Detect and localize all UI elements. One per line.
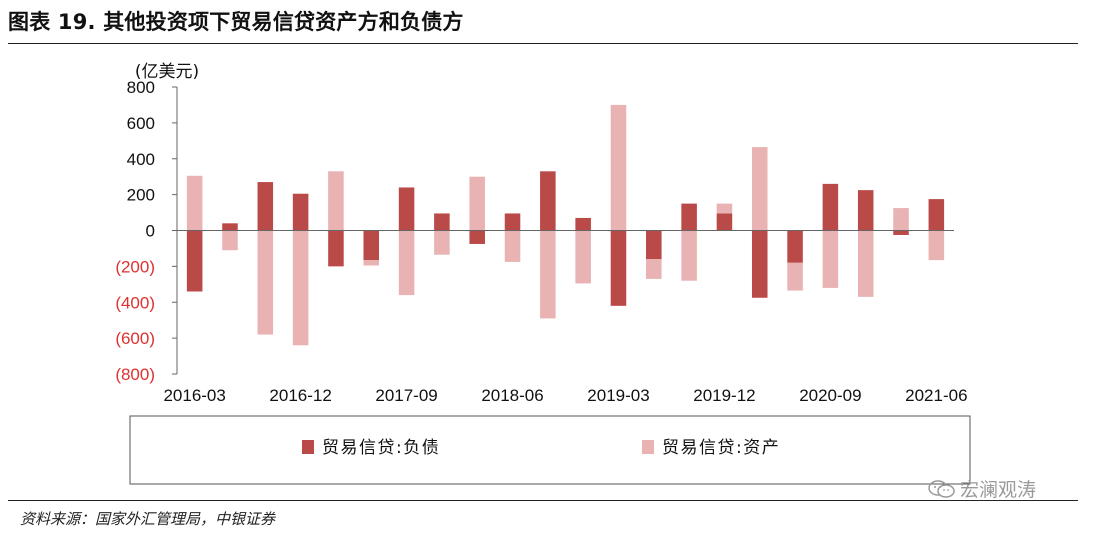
bar-liability: [928, 199, 945, 231]
bar-asset: [893, 208, 909, 231]
bar-asset: [540, 230, 556, 319]
x-tick-label: 2020-09: [799, 386, 861, 405]
bar-liability: [363, 230, 380, 261]
bar-liability: [328, 230, 344, 267]
y-tick-label: 600: [127, 114, 155, 133]
bar-asset: [398, 230, 415, 296]
footer-divider: [8, 500, 1078, 501]
x-tick-label: 2019-12: [693, 386, 755, 405]
source-note: 资料来源：国家外汇管理局，中银证券: [20, 510, 276, 528]
bar-asset: [822, 230, 839, 288]
y-tick-label: (400): [115, 293, 155, 312]
watermark-text: 宏澜观涛: [960, 479, 1037, 501]
bar-liability: [257, 182, 274, 231]
bar-asset: [363, 260, 380, 266]
y-tick-label: (200): [115, 257, 155, 276]
x-tick-label: 2017-09: [375, 386, 437, 405]
y-tick-label: 400: [127, 150, 155, 169]
x-tick-label: 2016-12: [269, 386, 331, 405]
legend-label-asset: 贸易信贷:资产: [662, 438, 780, 458]
x-tick-label: 2021-06: [905, 386, 967, 405]
bar-liability: [575, 217, 591, 231]
title-divider: [8, 43, 1078, 44]
bar-asset: [292, 230, 309, 346]
bar-asset: [751, 147, 768, 231]
bar-liability: [398, 187, 415, 231]
bar-liability: [186, 230, 203, 292]
bar-asset: [681, 230, 697, 281]
x-tick-label: 2018-06: [481, 386, 543, 405]
bar-asset: [186, 175, 203, 231]
legend-swatch-asset: [642, 440, 654, 454]
bar-asset: [328, 171, 344, 231]
bar-asset: [716, 203, 733, 214]
y-tick-label: (600): [115, 329, 155, 348]
y-tick-label: 200: [127, 186, 155, 205]
legend-swatch-liability: [302, 440, 314, 454]
bar-asset: [222, 230, 238, 251]
chart-title: 图表 19. 其他投资项下贸易信贷资产方和负债方: [8, 10, 464, 34]
y-tick-label: (800): [115, 365, 155, 384]
bar-liability: [716, 213, 733, 231]
bar-asset: [575, 230, 591, 284]
bar-liability: [646, 230, 662, 260]
watermark: 宏澜观涛: [928, 475, 1036, 502]
x-tick-label: 2019-03: [587, 386, 649, 405]
bar-asset: [434, 230, 450, 255]
bar-asset: [469, 176, 485, 231]
bar-asset: [257, 230, 274, 335]
bar-liability: [822, 183, 839, 231]
wechat-icon: [928, 479, 956, 499]
bar-asset: [857, 230, 874, 297]
bar-liability: [893, 230, 909, 235]
bar-liability: [292, 193, 309, 231]
y-tick-label: 800: [127, 78, 155, 97]
bar-liability: [504, 213, 521, 231]
bar-asset: [504, 230, 521, 262]
legend-box: [129, 415, 971, 485]
legend-label-liability: 贸易信贷:负债: [322, 438, 440, 458]
x-tick-label: 2016-03: [163, 386, 225, 405]
bar-liability: [751, 230, 768, 298]
bar-liability: [434, 213, 450, 231]
bar-liability: [787, 230, 803, 263]
bar-liability: [857, 190, 874, 231]
bar-asset: [787, 262, 803, 291]
y-axis-label: (亿美元): [135, 62, 199, 82]
bar-asset: [646, 259, 662, 279]
bar-asset: [928, 230, 945, 261]
bar-asset: [610, 104, 627, 231]
bar-liability: [681, 203, 697, 231]
y-tick-label: 0: [146, 222, 155, 241]
bar-liability: [540, 171, 556, 231]
bar-liability: [610, 230, 627, 306]
bar-liability: [222, 223, 238, 231]
bar-liability: [469, 230, 485, 244]
